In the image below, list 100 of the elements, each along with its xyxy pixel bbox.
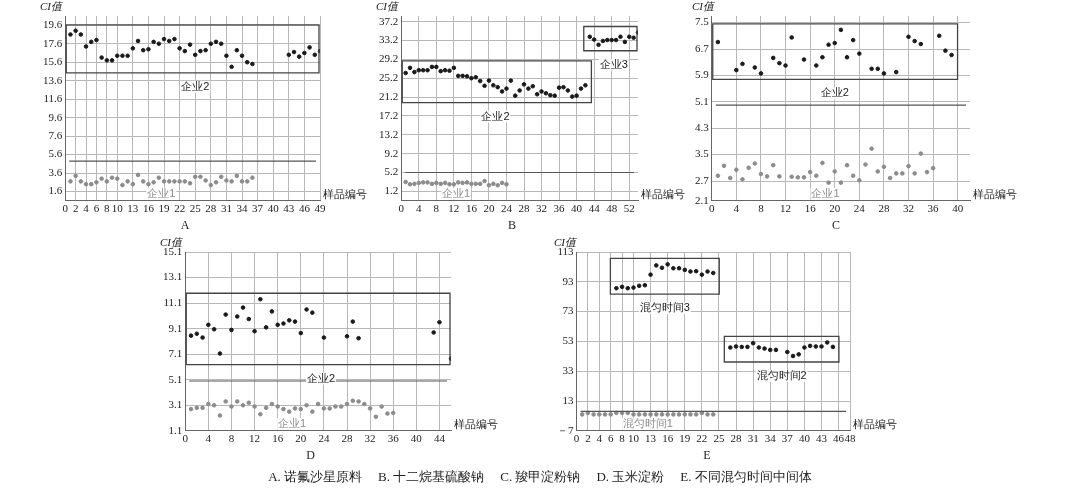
y-tick-label: 19.6 [43, 18, 63, 31]
y-tick-label: 3.6 [48, 165, 63, 178]
x-tick-label: 20 [483, 202, 495, 215]
text: A [179, 218, 191, 232]
y-tick-label: 9.1 [168, 321, 183, 334]
x-tick-label: 22 [696, 432, 708, 445]
x-tick-label: 4 [205, 432, 212, 445]
text: 企业2 [481, 109, 510, 122]
y-tick-label: 3.1 [168, 398, 183, 411]
y-tick-label: 53 [562, 334, 574, 347]
x-tick-label: 46 [298, 202, 311, 215]
y-tick-label: 25.2 [379, 71, 399, 84]
x-tick-label: 24 [853, 202, 866, 215]
y-tick-label: 7.1 [168, 347, 183, 360]
text: B. 十二烷基硫酸钠 [378, 468, 485, 486]
y-axis-title: CI值 [40, 0, 64, 13]
x-tick-label: 10 [627, 432, 640, 445]
x-tick-label: 16 [142, 202, 155, 215]
x-tick-label: 28 [341, 432, 354, 445]
x-tick-label: 4 [733, 202, 740, 215]
y-tick-label: 1.2 [384, 184, 399, 197]
x-tick-label: 28 [878, 202, 890, 215]
x-tick-label: 0 [182, 432, 189, 445]
x-tick-label: 36 [927, 202, 940, 215]
x-axis-title: 样品编号 [641, 187, 685, 200]
text: A. 诺氟沙星原料 [268, 468, 363, 486]
y-tick-label: 5.1 [695, 94, 709, 107]
text: 企业1 [147, 186, 176, 199]
x-tick-label: 49 [314, 202, 326, 215]
x-tick-label: 13 [645, 432, 657, 445]
y-tick-label: 33.2 [379, 33, 399, 46]
y-tick-label: 11.1 [163, 295, 183, 308]
x-axis-title: 样品编号 [323, 187, 367, 200]
x-tick-label: 0 [398, 202, 405, 215]
y-tick-label: 33 [562, 364, 574, 377]
y-tick-label: 17.2 [379, 108, 399, 121]
x-tick-label: 20 [829, 202, 841, 215]
text: 企业1 [278, 416, 307, 429]
x-tick-label: 8 [228, 432, 235, 445]
y-tick-label: 73 [562, 304, 574, 317]
y-tick-label: 2.7 [695, 173, 710, 186]
text: 企业3 [599, 57, 628, 70]
y-tick-label: 7.6 [48, 129, 63, 142]
y-tick-label: 5.2 [384, 165, 399, 178]
text: D [305, 448, 316, 462]
x-tick-label: 34 [236, 202, 249, 215]
text: B [507, 218, 517, 232]
y-tick-label: 15.6 [43, 55, 63, 68]
x-tick-label: 28 [730, 432, 743, 445]
x-tick-label: 40 [267, 202, 280, 215]
x-axis-title: 样品编号 [454, 417, 498, 430]
x-tick-label: 6 [93, 202, 100, 215]
x-tick-label: 32 [364, 432, 376, 445]
x-tick-label: 40 [798, 432, 811, 445]
x-tick-label: 16 [272, 432, 284, 445]
text: 混匀时间3 [639, 301, 690, 314]
y-tick-label: 6.7 [695, 41, 710, 54]
x-tick-label: 8 [619, 432, 626, 445]
x-tick-label: 36 [553, 202, 566, 215]
y-tick-label: 3.5 [695, 147, 710, 160]
x-tick-label: 0 [62, 202, 69, 215]
text: 企业2 [820, 86, 849, 99]
x-tick-label: 44 [433, 432, 446, 445]
y-tick-label: 7.5 [695, 15, 710, 28]
x-tick-label: 31 [220, 202, 232, 215]
x-tick-label: 52 [623, 202, 635, 215]
text: 混匀时间1 [622, 416, 673, 429]
text: C [831, 218, 841, 232]
y-tick-label: 4.3 [695, 121, 710, 134]
y-tick-label: 29.2 [379, 52, 399, 65]
x-tick-label: 8 [104, 202, 111, 215]
x-tick-label: 19 [158, 202, 171, 215]
y-tick-label: 9.6 [48, 110, 63, 123]
x-tick-label: 40 [410, 432, 423, 445]
x-tick-label: 10 [111, 202, 124, 215]
y-tick-label: 37.2 [379, 14, 399, 27]
y-tick-label: 21.2 [379, 89, 399, 102]
x-tick-label: 37 [781, 432, 794, 445]
x-tick-label: 4 [596, 432, 603, 445]
y-tick-label: 13.6 [43, 73, 63, 86]
x-tick-label: 19 [679, 432, 691, 445]
text: 混匀时间2 [756, 369, 807, 382]
x-tick-label: 0 [709, 202, 715, 215]
x-tick-label: 4 [416, 202, 423, 215]
x-tick-label: 48 [606, 202, 618, 215]
text: 企业1 [811, 186, 840, 199]
x-tick-label: 24 [318, 432, 330, 445]
x-tick-label: 43 [283, 202, 295, 215]
y-tick-label: 9.2 [384, 146, 399, 159]
x-tick-label: 28 [205, 202, 217, 215]
x-tick-label: 46 [833, 432, 845, 445]
text: 企业1 [441, 186, 471, 199]
x-tick-label: 28 [518, 202, 531, 215]
x-tick-label: 16 [662, 432, 674, 445]
x-tick-label: 16 [804, 202, 817, 215]
x-tick-label: 2 [585, 432, 591, 445]
x-tick-label: 36 [387, 432, 400, 445]
x-tick-label: 32 [903, 202, 915, 215]
x-tick-label: 24 [500, 202, 513, 215]
y-tick-label: 11.6 [43, 92, 63, 105]
